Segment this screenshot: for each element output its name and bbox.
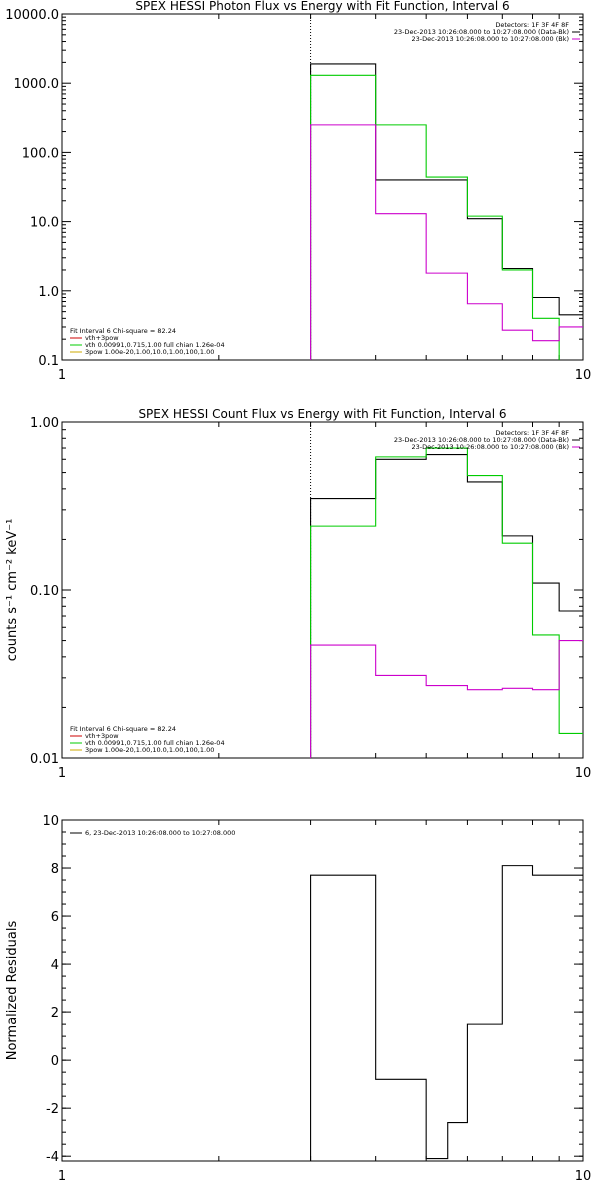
residuals-ytick-label: 8 xyxy=(51,862,59,877)
photon-flux-ytick-label: 1.0 xyxy=(38,285,59,300)
photon-flux-legend-item: Fit Interval 6 Chi-square = 82.24 xyxy=(70,327,176,335)
count-flux-series-0-steps xyxy=(310,454,583,758)
count-flux-ylabel: counts s⁻¹ cm⁻² keV⁻¹ xyxy=(5,519,20,662)
count-flux-ytick-label: 0.01 xyxy=(30,752,59,767)
residuals-panel: -4 -2 0 2 4 6 8 10 1 10 Normalized Residuals 6, 23-… xyxy=(5,814,591,1184)
photon-flux-title: SPEX HESSI Photon Flux vs Energy with Fi… xyxy=(135,0,509,13)
photon-flux-series-2-steps xyxy=(310,124,583,360)
photon-flux-info-line: 23-Dec-2013 10:26:08.000 to 10:27:08.000… xyxy=(412,35,570,43)
count-flux-xtick-label: 1 xyxy=(58,766,66,781)
residuals-ytick-label: 0 xyxy=(51,1054,59,1069)
residuals-plot-frame xyxy=(61,819,584,1162)
photon-flux-xtick-label: 1 xyxy=(58,368,66,383)
count-flux-series-2-steps xyxy=(310,640,583,758)
residuals-ytick-label: 10 xyxy=(42,814,59,829)
count-flux-legend-item: Fit Interval 6 Chi-square = 82.24 xyxy=(70,725,176,733)
photon-flux-panel: SPEX HESSI Photon Flux vs Energy with Fi… xyxy=(5,0,591,383)
photon-flux-xtick-label: 10 xyxy=(575,368,592,383)
photon-flux-ytick-label: 10000.0 xyxy=(5,8,59,23)
photon-flux-series-0-steps xyxy=(310,63,583,360)
count-flux-ytick-label: 0.10 xyxy=(30,584,59,599)
photon-flux-ytick-label: 0.1 xyxy=(38,354,59,369)
photon-flux-ytick-label: 1000.0 xyxy=(14,77,60,92)
residuals-ylabel: Normalized Residuals xyxy=(5,921,20,1061)
residuals-ytick-label: 4 xyxy=(51,958,59,973)
count-flux-panel: SPEX HESSI Count Flux vs Energy with Fit… xyxy=(5,407,591,781)
photon-flux-series-1-steps xyxy=(310,74,560,360)
count-flux-title: SPEX HESSI Count Flux vs Energy with Fit… xyxy=(138,407,506,421)
count-flux-legend-item: vth+3pow xyxy=(85,732,119,740)
count-flux-xtick-label: 10 xyxy=(575,766,592,781)
photon-flux-info-line: Detectors: 1F 3F 4F 8F xyxy=(495,21,569,29)
photon-flux-legend-item: vth 0.00991,0.715,1.00 full chian 1.26e-… xyxy=(85,341,225,349)
count-flux-info-line: 23-Dec-2013 10:26:08.000 to 10:27:08.000… xyxy=(394,436,569,444)
count-flux-ytick-label: 1.00 xyxy=(30,416,59,431)
count-flux-info-line: 23-Dec-2013 10:26:08.000 to 10:27:08.000… xyxy=(412,443,570,451)
count-flux-plot-frame xyxy=(61,421,584,759)
count-flux-legend-item: 3pow 1.00e-20,1.00,10.0,1.00,100,1.00 xyxy=(85,746,214,754)
count-flux-legend-item: vth 0.00991,0.715,1.00 full chian 1.26e-… xyxy=(85,739,225,747)
residuals-xtick-label: 10 xyxy=(575,1169,592,1184)
residuals-ytick-label: -2 xyxy=(46,1102,59,1117)
count-flux-series-1-steps xyxy=(310,447,583,758)
photon-flux-ytick-label: 10.0 xyxy=(30,216,59,231)
photon-flux-ytick-label: 100.0 xyxy=(22,146,59,161)
photon-flux-plot-frame xyxy=(61,13,584,361)
photon-flux-legend-item: 3pow 1.00e-20,1.00,10.0,1.00,100,1.00 xyxy=(85,348,214,356)
residuals-ytick-label: -4 xyxy=(46,1150,59,1165)
residuals-series-0-steps xyxy=(310,865,583,1161)
photon-flux-legend-item: vth+3pow xyxy=(85,334,119,342)
residuals-ytick-label: 6 xyxy=(51,910,59,925)
residuals-legend-item: 6, 23-Dec-2013 10:26:08.000 to 10:27:08.… xyxy=(85,829,235,837)
photon-flux-info-line: 23-Dec-2013 10:26:08.000 to 10:27:08.000… xyxy=(394,28,569,36)
residuals-xtick-label: 1 xyxy=(58,1169,66,1184)
count-flux-info-line: Detectors: 1F 3F 4F 8F xyxy=(495,429,569,437)
residuals-ytick-label: 2 xyxy=(51,1006,59,1021)
